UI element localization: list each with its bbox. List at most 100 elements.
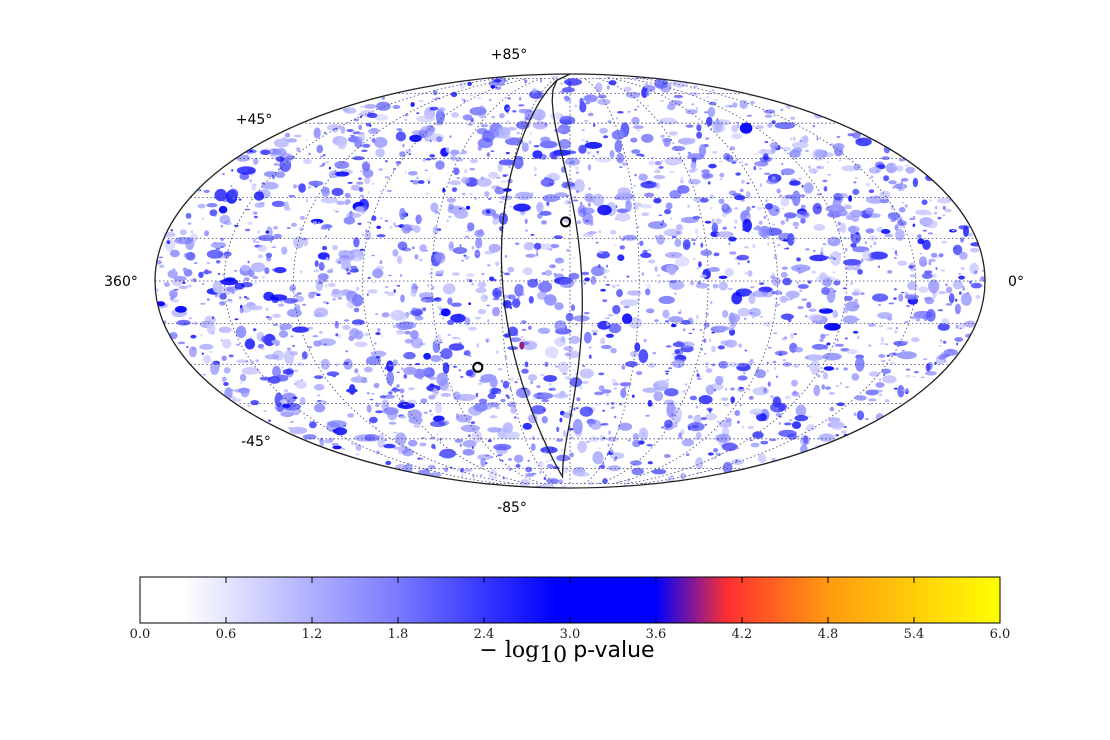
pvalue-blob: [766, 361, 769, 364]
pvalue-blob: [693, 257, 696, 261]
pvalue-blob: [479, 474, 483, 477]
pvalue-blob: [509, 337, 522, 343]
pvalue-blob: [540, 210, 552, 216]
pvalue-blob: [625, 199, 632, 212]
pvalue-blob: [506, 173, 509, 177]
pvalue-blob: [791, 421, 802, 429]
source-markers: [472, 216, 572, 373]
pvalue-blob: [807, 280, 812, 284]
pvalue-blob: [350, 442, 357, 446]
pvalue-blob: [588, 422, 592, 428]
pvalue-blob: [486, 152, 491, 158]
pvalue-blob: [507, 458, 513, 461]
pvalue-blob: [367, 277, 371, 279]
pvalue-blob: [373, 382, 380, 389]
pvalue-blob: [354, 139, 363, 149]
pvalue-blob: [341, 448, 345, 450]
pvalue-blob: [842, 287, 847, 290]
pvalue-blob: [662, 82, 667, 85]
pvalue-blob: [969, 280, 972, 284]
pvalue-blob: [774, 303, 781, 307]
pvalue-blob: [392, 359, 398, 367]
pvalue-blob: [221, 376, 227, 382]
pvalue-blob: [404, 113, 409, 117]
pvalue-blob: [243, 296, 248, 299]
pvalue-blob: [602, 409, 605, 412]
pvalue-blob: [429, 409, 432, 413]
pvalue-blob: [700, 242, 704, 248]
pvalue-blob: [554, 320, 567, 332]
pvalue-blob: [664, 370, 670, 373]
pvalue-blob: [794, 346, 803, 353]
pvalue-blob: [293, 134, 302, 138]
pvalue-blob: [827, 258, 831, 260]
pvalue-blob: [227, 298, 233, 302]
pvalue-blob: [737, 262, 740, 265]
pvalue-blob: [589, 220, 594, 227]
pvalue-blob: [381, 312, 390, 318]
pvalue-blob: [865, 182, 871, 187]
pvalue-blob: [820, 370, 825, 373]
pvalue-blob: [568, 149, 572, 151]
pvalue-blob: [905, 166, 916, 174]
pvalue-blob: [291, 405, 301, 416]
pvalue-blob: [656, 234, 665, 245]
pvalue-blob: [355, 206, 364, 213]
pvalue-blob: [792, 147, 803, 153]
pvalue-blob: [731, 459, 744, 465]
pvalue-blob: [723, 343, 729, 346]
pvalue-blob: [230, 184, 233, 188]
pvalue-blob: [206, 262, 211, 264]
pvalue-blob: [797, 268, 801, 270]
pvalue-blob: [287, 138, 297, 143]
pvalue-blob: [393, 222, 396, 226]
pvalue-blob: [469, 192, 473, 195]
pvalue-blob: [705, 384, 715, 395]
pvalue-blob: [206, 203, 218, 208]
pvalue-blob: [597, 204, 612, 216]
pvalue-blob: [532, 436, 535, 441]
pvalue-blob: [898, 207, 906, 213]
pvalue-blob: [434, 252, 445, 261]
pvalue-blob: [719, 178, 723, 181]
pvalue-blob: [730, 387, 735, 391]
pvalue-blob: [358, 177, 362, 180]
pvalue-blob: [595, 82, 603, 93]
pvalue-blob: [617, 187, 631, 197]
pvalue-blob: [536, 201, 544, 213]
pvalue-blob: [314, 403, 326, 413]
pvalue-blob: [673, 407, 683, 422]
pvalue-blob: [501, 431, 520, 440]
pvalue-blob: [929, 199, 932, 202]
pvalue-blob: [366, 293, 369, 297]
pvalue-blob: [599, 252, 604, 254]
pvalue-blob: [239, 373, 247, 382]
pvalue-blob: [399, 415, 407, 419]
pvalue-blob: [665, 320, 669, 323]
pvalue-blob: [577, 220, 581, 225]
pvalue-blob: [553, 128, 564, 133]
pvalue-blob: [792, 239, 797, 242]
pvalue-blob: [537, 461, 544, 467]
pvalue-blob: [219, 303, 222, 306]
pvalue-blob: [460, 474, 465, 477]
pvalue-blob: [782, 359, 787, 361]
colorbar: 0.0 0.6 1.2 1.8 2.4 3.0 3.6 4.2 4.8 5.4 6.0 − log1…: [130, 576, 1010, 668]
pvalue-blob: [872, 293, 889, 302]
pvalue-blob: [507, 97, 511, 100]
pvalue-blob: [781, 337, 787, 341]
pvalue-blob: [245, 228, 251, 232]
pvalue-blob: [282, 368, 294, 375]
pvalue-blob: [576, 397, 581, 402]
pvalue-blob: [609, 452, 625, 460]
pvalue-blob: [836, 253, 842, 256]
pvalue-blob: [408, 387, 415, 391]
pvalue-blob: [530, 380, 533, 385]
pvalue-blob: [528, 374, 538, 381]
pvalue-blob: [699, 197, 709, 203]
pvalue-blob: [678, 137, 695, 145]
pvalue-blob: [265, 307, 269, 311]
pvalue-blob: [674, 238, 682, 248]
pvalue-blob: [662, 309, 670, 319]
pvalue-blob: [319, 440, 325, 447]
